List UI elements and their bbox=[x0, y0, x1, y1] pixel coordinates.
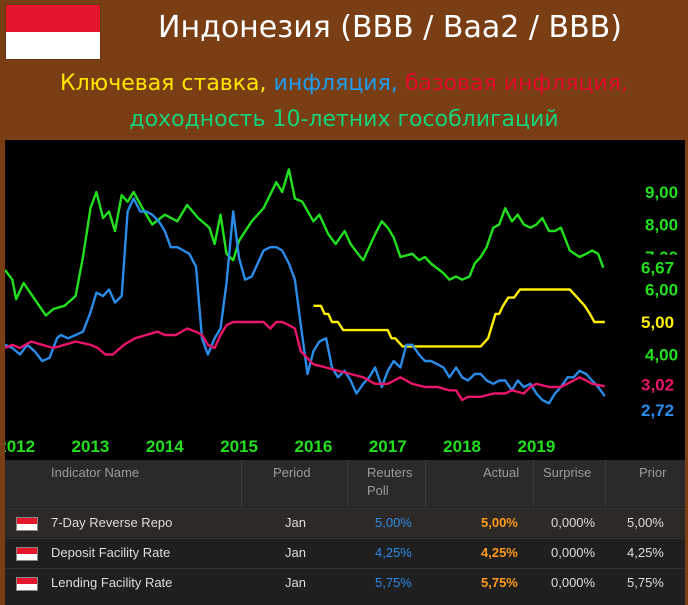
row-actual: 5,75% bbox=[481, 575, 518, 590]
line-chart: 2012 2013 2014 2015 2016 2017 2018 2019 9,00 8,00… bbox=[0, 168, 683, 456]
table-row[interactable]: 7-Day Reverse Repo Jan 5,00% 5,00% 0,000… bbox=[5, 508, 685, 537]
row-period: Jan bbox=[285, 545, 306, 560]
header-reuters: Reuters bbox=[367, 465, 413, 480]
subtitle-key-rate: Ключевая ставка, bbox=[60, 71, 267, 96]
end-value-label-blue: 2,72 bbox=[641, 401, 674, 420]
indicator-table: Indicator Name Period Reuters Poll Actua… bbox=[5, 460, 685, 605]
row-surprise: 0,000% bbox=[551, 545, 596, 560]
header-surprise: Surprise bbox=[543, 465, 592, 480]
header-indicator: Indicator Name bbox=[51, 465, 140, 480]
x-tick-label: 2016 bbox=[295, 437, 333, 456]
header-poll: Poll bbox=[367, 483, 389, 498]
row-poll: 5,00% bbox=[375, 515, 412, 530]
header-period: Period bbox=[273, 465, 311, 480]
page-title: Индонезия (BBB / Baa2 / BBB) bbox=[158, 10, 622, 45]
x-tick-label: 2014 bbox=[146, 437, 184, 456]
row-name: 7-Day Reverse Repo bbox=[51, 515, 173, 530]
x-tick-label: 2019 bbox=[517, 437, 555, 456]
row-prior: 4,25% bbox=[627, 545, 664, 560]
row-prior: 5,75% bbox=[627, 575, 664, 590]
y-tick-label: 6,00 bbox=[645, 281, 678, 300]
table-header: Indicator Name Period Reuters Poll Actua… bbox=[5, 460, 685, 507]
header-prior: Prior bbox=[639, 465, 667, 480]
x-tick-label: 2013 bbox=[72, 437, 110, 456]
row-actual: 4,25% bbox=[481, 545, 518, 560]
end-value-label-green: 6,67 bbox=[641, 259, 674, 278]
end-label-box-green bbox=[637, 254, 683, 279]
row-prior: 5,00% bbox=[627, 515, 664, 530]
row-period: Jan bbox=[285, 515, 306, 530]
series-line-yellow bbox=[313, 288, 605, 348]
row-actual: 5,00% bbox=[481, 515, 518, 530]
end-label-box-yellow bbox=[637, 309, 683, 333]
row-period: Jan bbox=[285, 575, 306, 590]
y-tick-label: 8,00 bbox=[645, 216, 678, 235]
indonesia-flag-icon bbox=[16, 577, 38, 591]
subtitle-core-inflation: базовая инфляция, bbox=[404, 71, 628, 96]
subtitle: Ключевая ставка, инфляция, базовая инфля… bbox=[0, 66, 688, 138]
table-row[interactable]: Lending Facility Rate Jan 5,75% 5,75% 0,… bbox=[5, 568, 685, 597]
series-line-blue bbox=[4, 197, 606, 405]
row-poll: 4,25% bbox=[375, 545, 412, 560]
x-tick-label: 2015 bbox=[220, 437, 258, 456]
end-value-label-yellow: 5,00 bbox=[641, 313, 674, 332]
row-poll: 5,75% bbox=[375, 575, 412, 590]
table-row[interactable]: Deposit Facility Rate Jan 4,25% 4,25% 0,… bbox=[5, 538, 685, 567]
header-actual: Actual bbox=[483, 465, 520, 480]
y-tick-label: 4,00 bbox=[645, 346, 678, 365]
header: Индонезия (BBB / Baa2 / BBB) bbox=[0, 0, 688, 60]
indonesia-flag-icon bbox=[5, 4, 101, 60]
series-line-red bbox=[4, 320, 606, 402]
indonesia-flag-icon bbox=[16, 517, 38, 531]
end-label-box-red bbox=[637, 371, 683, 396]
y-tick-label: 9,00 bbox=[645, 183, 678, 202]
indonesia-flag-icon bbox=[16, 547, 38, 561]
x-tick-label: 2018 bbox=[443, 437, 481, 456]
chart-area: 2012 2013 2014 2015 2016 2017 2018 2019 9,00 8,00… bbox=[0, 140, 685, 460]
end-label-box-blue bbox=[637, 397, 683, 422]
x-tick-label: 2012 bbox=[5, 437, 35, 456]
series-line-green bbox=[4, 168, 605, 317]
subtitle-bond-yield: доходность 10-летних гособлигаций bbox=[129, 107, 559, 132]
row-name: Lending Facility Rate bbox=[51, 575, 173, 590]
subtitle-inflation: инфляция, bbox=[273, 71, 398, 96]
end-value-label-red: 3,02 bbox=[641, 375, 674, 394]
row-name: Deposit Facility Rate bbox=[51, 545, 171, 560]
row-surprise: 0,000% bbox=[551, 515, 596, 530]
x-tick-label: 2017 bbox=[369, 437, 407, 456]
row-surprise: 0,000% bbox=[551, 575, 596, 590]
